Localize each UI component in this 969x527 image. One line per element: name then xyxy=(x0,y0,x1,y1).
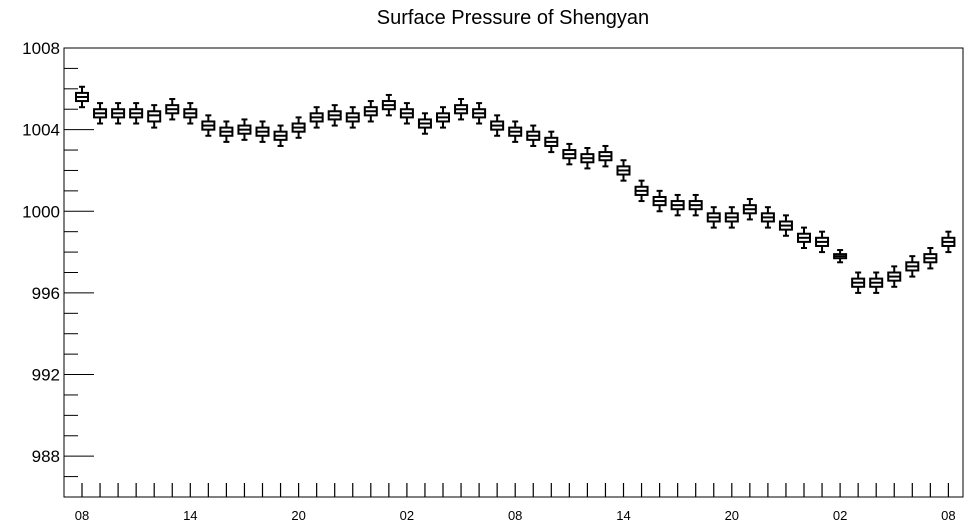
x-tick-label: 02 xyxy=(400,508,414,523)
y-tick-label: 1004 xyxy=(22,121,60,140)
box-46 xyxy=(905,255,920,278)
box-24 xyxy=(508,120,523,143)
box-15 xyxy=(345,106,360,129)
box-35 xyxy=(706,206,721,229)
x-tick-label: 14 xyxy=(616,508,630,523)
y-tick-label: 992 xyxy=(32,366,60,385)
x-tick-label: 20 xyxy=(291,508,305,523)
box-26 xyxy=(544,130,559,154)
y-tick-label: 1008 xyxy=(22,39,60,58)
box-41 xyxy=(815,230,830,254)
box-0 xyxy=(75,85,89,109)
box-12 xyxy=(291,116,306,139)
box-4 xyxy=(147,104,162,129)
box-44 xyxy=(869,271,884,294)
x-tick-labels: 08 14 20 02 08 14 20 02 08 xyxy=(75,508,956,523)
y-tick-labels: 988 992 996 1000 1004 1008 xyxy=(22,39,60,466)
box-2 xyxy=(111,102,126,125)
box-32 xyxy=(652,189,667,213)
box-11 xyxy=(273,124,288,147)
box-38 xyxy=(760,206,775,229)
box-39 xyxy=(778,214,793,237)
plot-frame xyxy=(63,47,964,498)
box-1 xyxy=(93,102,108,125)
box-14 xyxy=(327,104,342,127)
box-21 xyxy=(454,98,469,121)
box-37 xyxy=(742,198,757,221)
box-47 xyxy=(923,247,938,270)
box-27 xyxy=(562,142,577,166)
box-31 xyxy=(634,179,649,203)
box-22 xyxy=(472,102,487,125)
box-6 xyxy=(183,102,198,125)
y-tick-label: 1000 xyxy=(22,202,60,221)
box-28 xyxy=(580,147,595,170)
box-9 xyxy=(237,118,252,141)
x-tick-label: 02 xyxy=(833,508,847,523)
box-19 xyxy=(417,112,432,135)
box-40 xyxy=(797,226,811,250)
box-20 xyxy=(436,106,450,129)
box-3 xyxy=(129,102,144,125)
box-30 xyxy=(616,159,631,182)
axes xyxy=(63,47,964,498)
box-45 xyxy=(887,265,902,288)
chart-title: Surface Pressure of Shengyan xyxy=(377,7,649,29)
box-17 xyxy=(381,93,396,117)
box-23 xyxy=(490,114,505,137)
box-5 xyxy=(165,98,180,121)
x-tick-label: 08 xyxy=(941,508,955,523)
x-tick-label: 14 xyxy=(183,508,197,523)
box-29 xyxy=(598,144,613,168)
box-body xyxy=(147,110,162,123)
box-13 xyxy=(309,106,324,129)
boxes xyxy=(75,85,956,294)
y-tick-label: 996 xyxy=(32,284,60,303)
x-tick-label: 08 xyxy=(75,508,89,523)
box-34 xyxy=(688,193,703,217)
box-8 xyxy=(219,120,234,143)
box-48 xyxy=(941,230,956,254)
box-43 xyxy=(851,271,866,294)
box-25 xyxy=(526,124,541,147)
box-33 xyxy=(670,193,685,217)
x-tick-label: 20 xyxy=(725,508,739,523)
x-tick-label: 08 xyxy=(508,508,522,523)
box-16 xyxy=(363,100,378,123)
box-18 xyxy=(399,102,414,125)
box-42 xyxy=(833,249,848,264)
box-10 xyxy=(255,120,270,143)
y-tick-label: 988 xyxy=(32,447,60,466)
box-7 xyxy=(201,114,216,137)
box-36 xyxy=(724,206,739,229)
